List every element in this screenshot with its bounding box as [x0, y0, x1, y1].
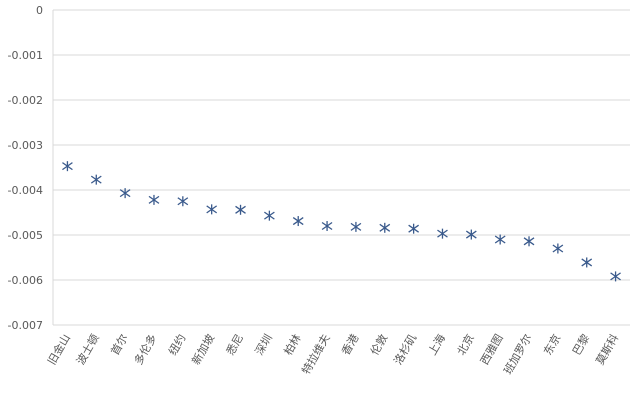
x-tick-label: 北京 — [454, 332, 477, 358]
x-tick-label: 首尔 — [108, 332, 131, 358]
y-axis-tick-labels: 0 -0.001 -0.002 -0.003 -0.004 -0.005 -0.006 -0.… — [8, 4, 43, 332]
x-tick-label: 巴黎 — [569, 332, 592, 358]
x-tick-label: 悉尼 — [224, 332, 246, 358]
grid-lines — [52, 9, 630, 326]
data-point — [408, 223, 419, 234]
data-point — [523, 236, 535, 247]
y-tick-label: 0 — [36, 4, 43, 17]
data-point — [62, 161, 73, 172]
data-point — [552, 243, 564, 254]
x-tick-label: 纽约 — [165, 332, 188, 358]
y-tick-label: -0.002 — [8, 94, 43, 107]
data-points — [62, 161, 621, 282]
x-tick-label: 香港 — [339, 332, 361, 358]
data-point — [264, 210, 275, 221]
data-point — [379, 222, 391, 233]
data-point — [119, 188, 131, 199]
data-point — [206, 204, 218, 215]
data-point — [494, 234, 506, 245]
data-point — [437, 228, 448, 239]
data-point — [581, 257, 593, 268]
data-point — [177, 196, 189, 207]
y-tick-label: -0.007 — [8, 319, 43, 332]
x-tick-label: 柏林 — [281, 332, 304, 358]
x-tick-label: 上海 — [425, 332, 448, 358]
y-tick-label: -0.005 — [8, 229, 43, 242]
x-tick-label: 西雅图 — [477, 332, 506, 368]
y-tick-label: -0.003 — [8, 139, 43, 152]
data-point — [321, 221, 333, 231]
y-tick-label: -0.004 — [8, 184, 43, 197]
data-point — [235, 204, 246, 215]
y-tick-label: -0.006 — [8, 274, 43, 287]
x-tick-label: 班加罗尔 — [501, 332, 534, 377]
data-point — [90, 174, 102, 185]
y-tick-label: -0.001 — [8, 49, 43, 62]
data-point — [148, 194, 160, 205]
data-point — [292, 216, 304, 227]
x-tick-label: 莫斯科 — [593, 332, 622, 368]
x-tick-label: 多伦多 — [131, 332, 160, 368]
data-point — [350, 221, 362, 232]
x-tick-label: 新加坡 — [189, 332, 218, 368]
x-tick-label: 东京 — [540, 332, 563, 358]
x-tick-label: 波士顿 — [73, 332, 102, 368]
x-tick-label: 洛杉矶 — [391, 332, 420, 368]
data-point — [465, 229, 477, 240]
x-tick-label: 深圳 — [253, 332, 275, 358]
x-tick-label: 特拉维夫 — [299, 332, 333, 377]
x-tick-label: 伦敦 — [367, 332, 390, 358]
x-tick-label: 旧金山 — [44, 332, 73, 368]
data-point — [610, 271, 621, 282]
